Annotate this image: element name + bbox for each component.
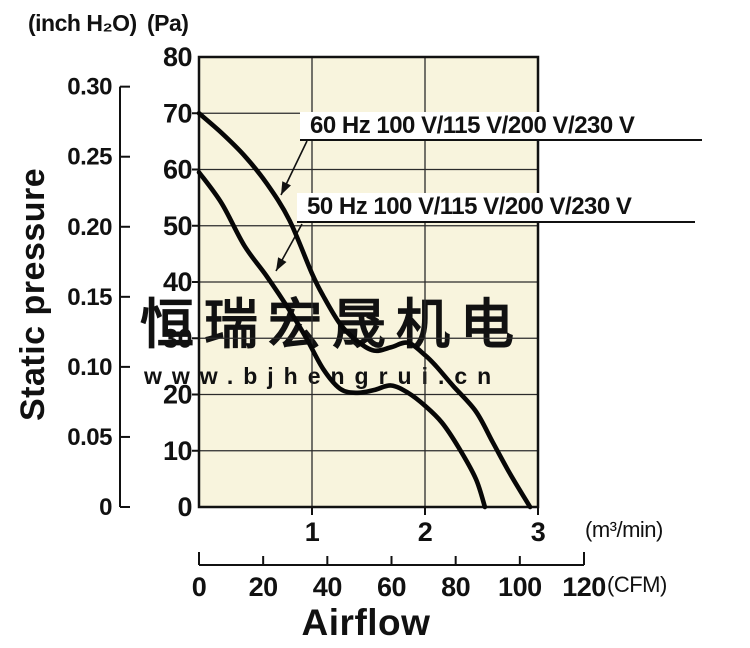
curve-60hz xyxy=(196,110,533,510)
y-axis-title: Static pressure xyxy=(14,167,52,421)
m3min-tick-label: 1 xyxy=(305,517,320,547)
cfm-tick-label: 20 xyxy=(249,572,278,602)
cfm-tick-label: 40 xyxy=(313,572,342,602)
series-label-60hz: 60 Hz 100 V/115 V/200 V/230 V xyxy=(300,112,702,141)
cfm-tick-label: 60 xyxy=(377,572,406,602)
pa-tick-label: 70 xyxy=(163,98,192,128)
pa-tick-label: 40 xyxy=(163,267,192,297)
inch-h2o-tick-label: 0.20 xyxy=(67,214,112,241)
curve-50hz xyxy=(196,170,488,510)
x-axis-title: Airflow xyxy=(301,602,431,643)
cfm-tick-label: 80 xyxy=(441,572,470,602)
inch-h2o-tick-label: 0.10 xyxy=(67,354,112,381)
m3min-tick-label: 2 xyxy=(418,517,433,547)
pa-tick-label: 80 xyxy=(163,42,192,72)
inch-h2o-tick-label: 0.05 xyxy=(67,424,112,451)
m3min-tick-label: 3 xyxy=(531,517,546,547)
y-axis-unit-inch-h2o: (inch H₂O) xyxy=(28,10,137,36)
pa-tick-label: 10 xyxy=(163,436,192,466)
label-arrow-head xyxy=(281,181,291,195)
cfm-tick-label: 0 xyxy=(192,572,207,602)
pa-tick-label: 20 xyxy=(163,380,192,410)
inch-h2o-tick-label: 0 xyxy=(99,494,112,521)
pa-tick-label: 50 xyxy=(163,211,192,241)
inch-h2o-tick-label: 0.25 xyxy=(67,144,112,171)
x-axis-unit-m3min: (m³/min) xyxy=(585,517,663,542)
pa-tick-label: 60 xyxy=(163,155,192,185)
series-label-50hz: 50 Hz 100 V/115 V/200 V/230 V xyxy=(297,193,695,223)
x-axis-unit-cfm: (CFM) xyxy=(607,572,667,597)
cfm-tick-label: 120 xyxy=(562,572,606,602)
cfm-tick-label: 100 xyxy=(498,572,542,602)
pa-tick-label: 0 xyxy=(177,492,192,522)
label-arrow-head xyxy=(276,257,287,271)
pa-tick-label: 30 xyxy=(163,323,192,353)
inch-h2o-tick-label: 0.30 xyxy=(67,74,112,101)
watermark-cn-text: 恒瑞宏晟机电 xyxy=(140,295,524,355)
y-axis-unit-pa: (Pa) xyxy=(147,10,189,36)
inch-h2o-tick-label: 0.15 xyxy=(67,284,112,311)
watermark-url-text: www.bjhengrui.cn xyxy=(143,363,501,389)
